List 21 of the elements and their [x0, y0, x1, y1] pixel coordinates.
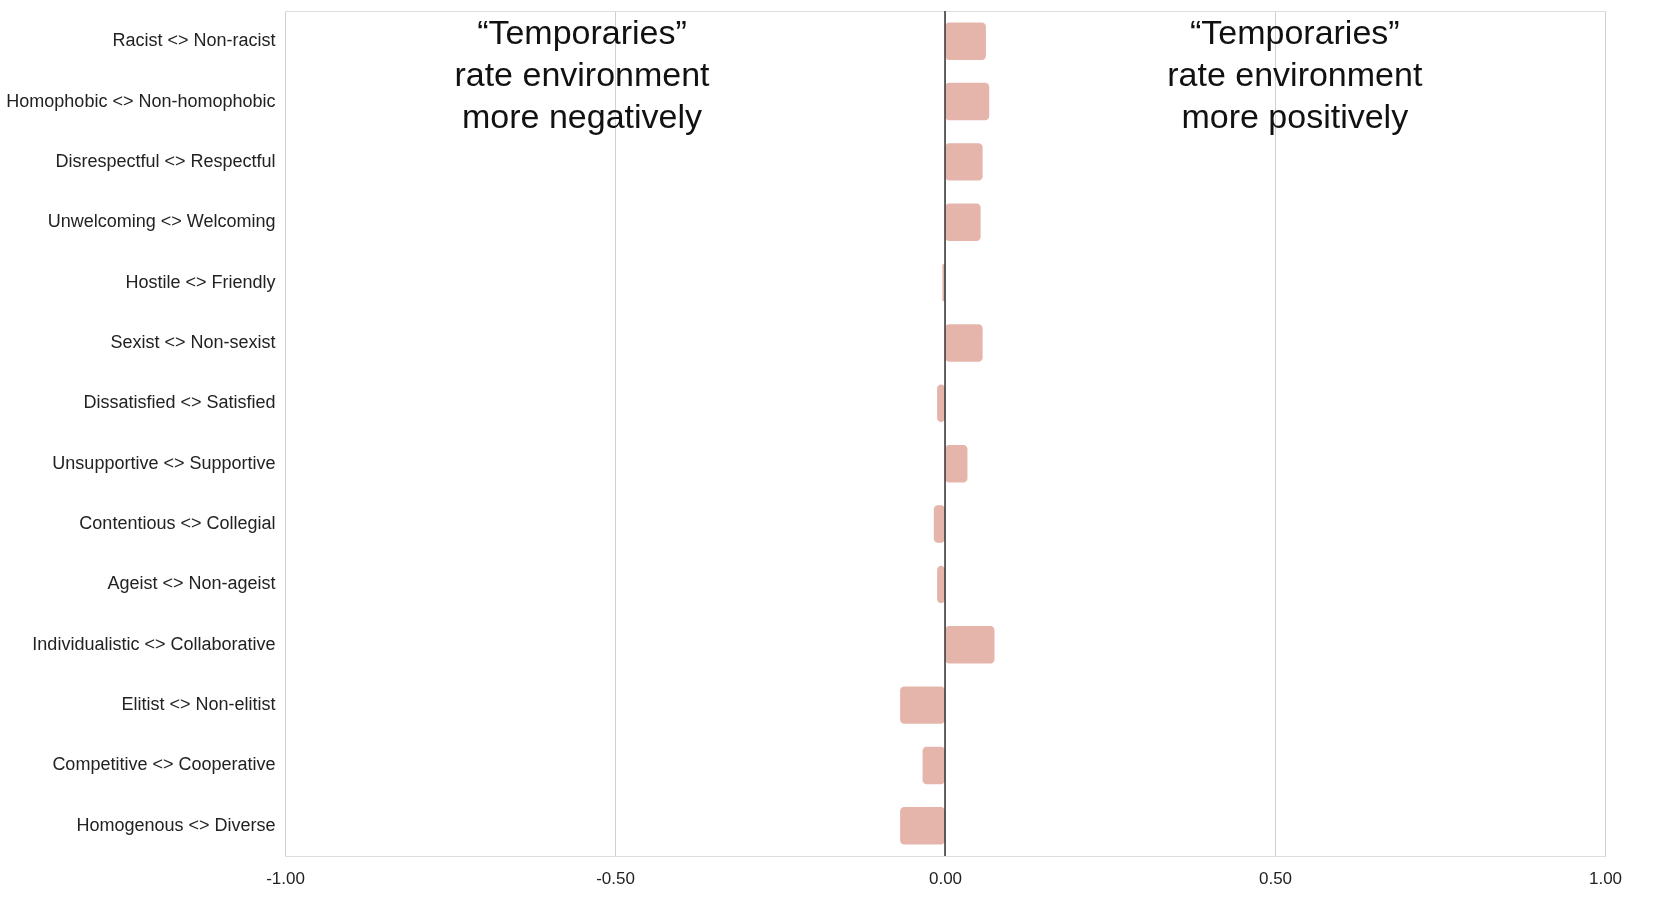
annotation: “Temporaries” rate environment more positively: [1167, 13, 1423, 135]
y-tick-label: Unsupportive <> Supportive: [52, 452, 276, 473]
y-tick-label: Competitive <> Cooperative: [52, 754, 276, 775]
y-tick-label: Sexist <> Non-sexist: [110, 331, 276, 352]
y-tick-label: Contentious <> Collegial: [79, 513, 276, 534]
x-tick-label: -1.00: [266, 868, 305, 888]
y-tick-label: Individualistic <> Collaborative: [32, 633, 276, 654]
y-tick-label: Homogenous <> Diverse: [76, 814, 276, 835]
y-tick-label: Homophobic <> Non-homophobic: [6, 90, 276, 111]
y-tick-label: Elitist <> Non-elitist: [121, 694, 276, 715]
y-tick-label: Disrespectful <> Respectful: [55, 150, 276, 171]
x-tick-label: 0.00: [928, 868, 963, 888]
y-tick-label: Dissatisfied <> Satisfied: [83, 392, 276, 413]
x-tick-label: -0.50: [596, 868, 635, 888]
x-tick-label: 1.00: [1588, 868, 1623, 888]
annotation: “Temporaries” rate environment more negatively: [454, 13, 711, 135]
y-tick-label: Hostile <> Friendly: [125, 271, 276, 292]
x-tick-label: 0.50: [1258, 868, 1293, 888]
y-tick-label: Ageist <> Non-ageist: [107, 573, 276, 594]
y-tick-label: Unwelcoming <> Welcoming: [47, 211, 276, 232]
y-tick-label: Racist <> Non-racist: [112, 30, 276, 51]
